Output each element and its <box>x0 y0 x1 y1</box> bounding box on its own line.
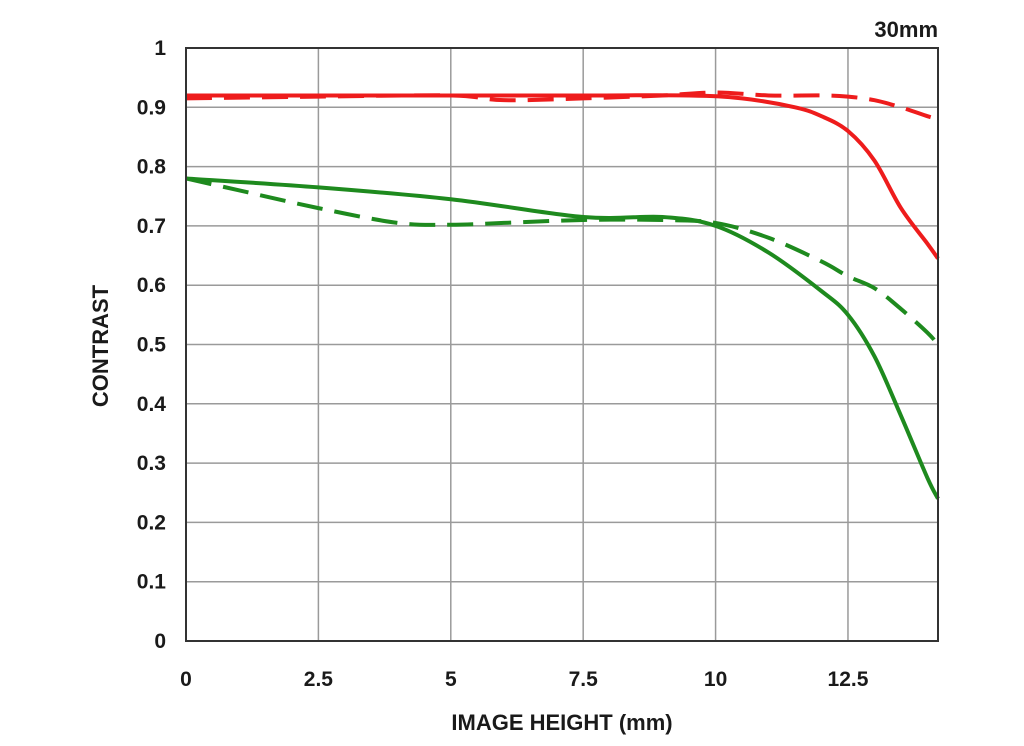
green-solid-series-line <box>185 176 940 500</box>
y-tick-label: 0.3 <box>137 452 166 475</box>
y-tick-label: 1 <box>154 37 166 60</box>
y-tick-labels: 0 0.1 0.2 0.3 0.4 0.5 0.6 0.7 0.8 0.9 1 <box>137 37 167 653</box>
x-tick-label: 2.5 <box>304 668 334 691</box>
y-tick-label: 0.8 <box>137 156 167 179</box>
red-dashed-series-line <box>185 90 939 122</box>
y-tick-label: 0.6 <box>137 274 166 297</box>
focal-length-label: 30mm <box>874 17 938 42</box>
y-tick-label: 0.5 <box>137 334 167 357</box>
y-axis-title: CONTRAST <box>88 284 113 407</box>
x-tick-labels: 0 2.5 5 7.5 10 12.5 <box>180 668 869 691</box>
x-tick-label: 12.5 <box>828 668 869 691</box>
red-solid-series-line <box>186 93 940 260</box>
y-tick-label: 0.9 <box>137 96 166 119</box>
y-tick-label: 0.7 <box>137 215 166 238</box>
x-tick-label: 5 <box>445 668 457 691</box>
x-tick-label: 0 <box>180 668 192 691</box>
green-dashed-series-line <box>185 176 940 346</box>
series-lines <box>185 90 940 500</box>
plot-frame <box>185 47 939 642</box>
x-axis-title: IMAGE HEIGHT (mm) <box>451 710 672 735</box>
y-tick-label: 0 <box>154 630 166 653</box>
y-tick-label: 0.2 <box>137 511 166 534</box>
grid-lines <box>186 48 938 641</box>
x-tick-label: 10 <box>704 668 727 691</box>
y-tick-label: 0.4 <box>137 393 167 416</box>
y-tick-label: 0.1 <box>137 571 167 594</box>
x-tick-label: 7.5 <box>569 668 599 691</box>
